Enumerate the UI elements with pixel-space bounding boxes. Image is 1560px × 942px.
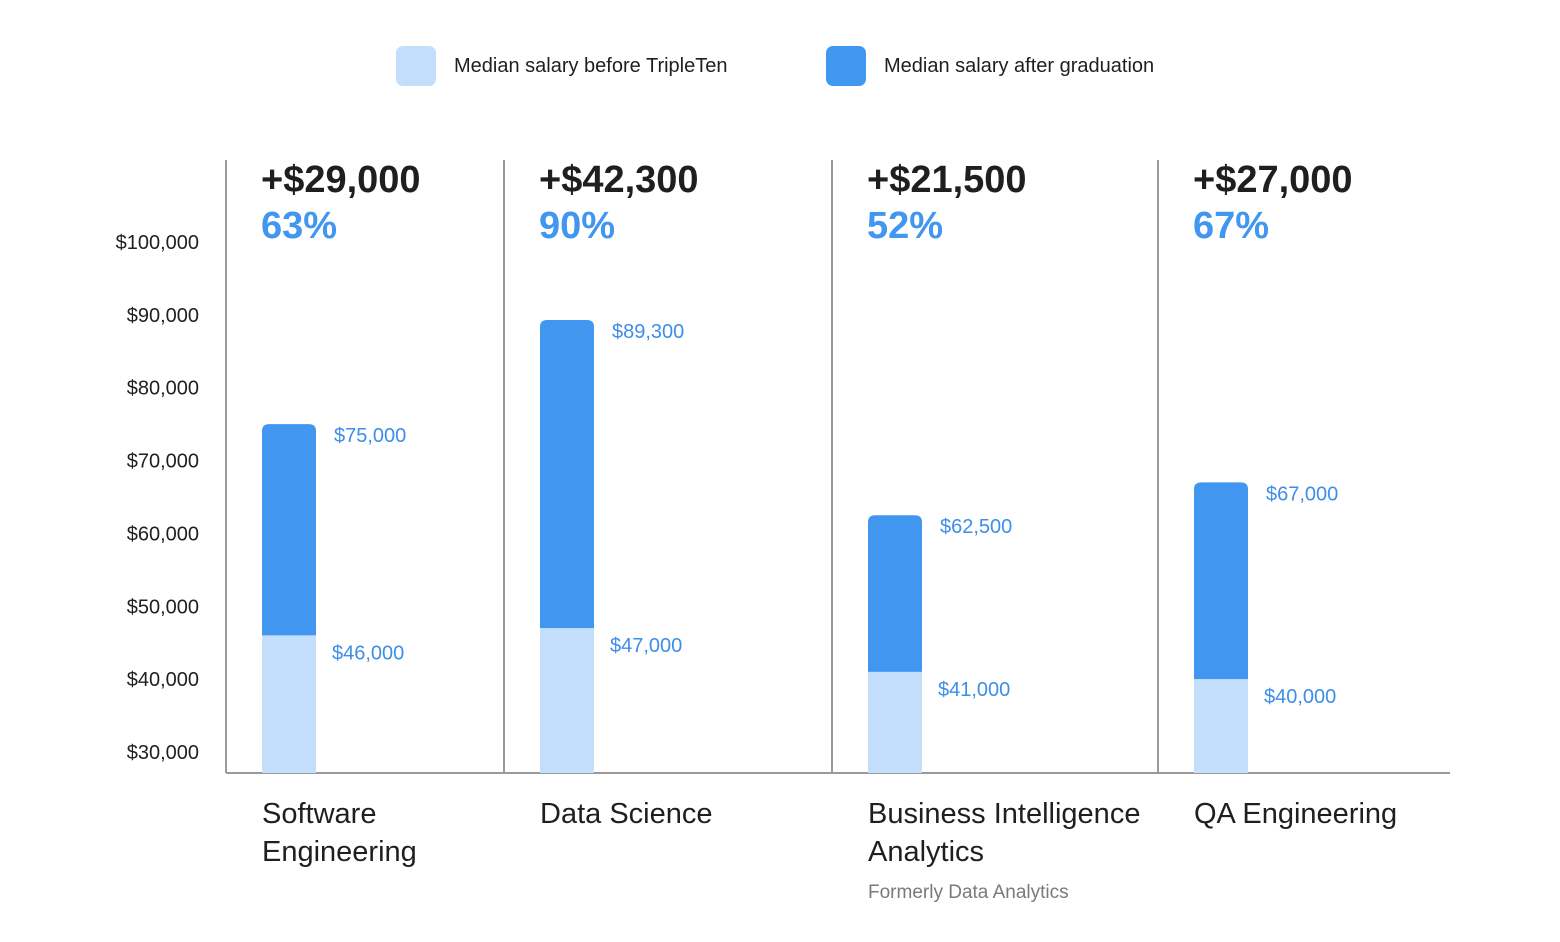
- after-value-label: $62,500: [940, 516, 1012, 538]
- after-value-label: $67,000: [1266, 483, 1338, 505]
- bar-before-segment: [262, 635, 316, 773]
- category-label: Software: [262, 798, 376, 830]
- before-value-label: $47,000: [610, 635, 682, 657]
- category-label: Data Science: [540, 798, 713, 830]
- after-value-label: $75,000: [334, 425, 406, 447]
- before-value-label: $40,000: [1264, 686, 1336, 708]
- percent-increase-label: 90%: [539, 205, 615, 247]
- salary-increase-label: +$21,500: [867, 159, 1027, 201]
- legend-swatch-after: [826, 46, 866, 86]
- category-label: Business Intelligence: [868, 798, 1140, 830]
- category-note: Formerly Data Analytics: [868, 882, 1069, 903]
- legend-label-after: Median salary after graduation: [884, 55, 1155, 77]
- bar-before-segment: [1194, 679, 1248, 773]
- category-label: Engineering: [262, 836, 417, 868]
- percent-increase-label: 63%: [261, 205, 337, 247]
- y-tick-label: $70,000: [127, 451, 199, 473]
- y-tick-label: $90,000: [127, 305, 199, 327]
- y-tick-label: $50,000: [127, 596, 199, 618]
- percent-increase-label: 52%: [867, 205, 943, 247]
- after-value-label: $89,300: [612, 321, 684, 343]
- y-tick-label: $100,000: [116, 232, 199, 254]
- category-label: QA Engineering: [1194, 798, 1397, 830]
- y-tick-label: $60,000: [127, 523, 199, 545]
- percent-increase-label: 67%: [1193, 205, 1269, 247]
- legend-label-before: Median salary before TripleTen: [454, 55, 728, 77]
- salary-increase-label: +$29,000: [261, 159, 421, 201]
- salary-increase-label: +$27,000: [1193, 159, 1353, 201]
- bar-before-segment: [540, 628, 594, 773]
- legend-swatch-before: [396, 46, 436, 86]
- before-value-label: $41,000: [938, 679, 1010, 701]
- bar-after-segment: [262, 424, 316, 636]
- y-tick-label: $30,000: [127, 742, 199, 764]
- bar-after-segment: [868, 515, 922, 672]
- bar-before-segment: [868, 671, 922, 773]
- category-label: Analytics: [868, 836, 984, 868]
- before-value-label: $46,000: [332, 642, 404, 664]
- y-tick-label: $40,000: [127, 669, 199, 691]
- bar-after-segment: [540, 319, 594, 629]
- y-tick-label: $80,000: [127, 378, 199, 400]
- salary-increase-label: +$42,300: [539, 159, 699, 201]
- bar-after-segment: [1194, 482, 1248, 680]
